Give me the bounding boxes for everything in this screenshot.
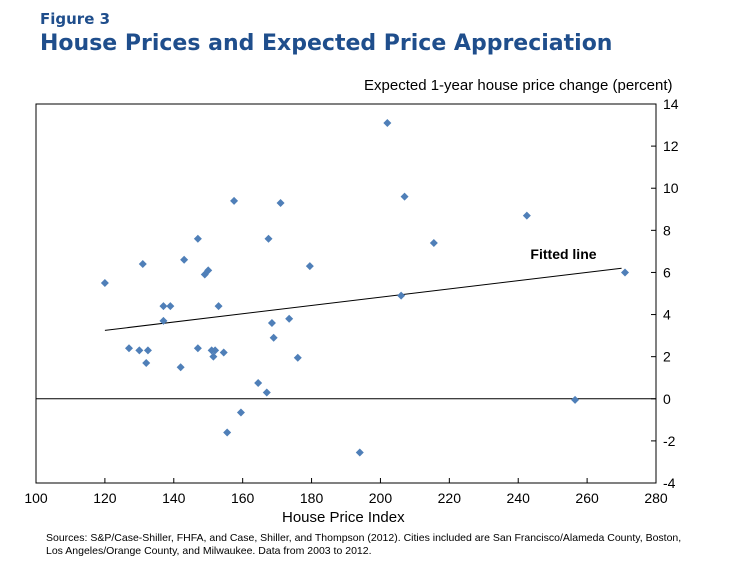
data-point <box>193 234 202 243</box>
y-tick-label: 12 <box>663 138 679 154</box>
data-point <box>193 344 202 353</box>
data-point <box>236 408 245 417</box>
y-tick-label: 6 <box>663 264 671 280</box>
data-point <box>214 302 223 311</box>
data-point <box>269 333 278 342</box>
data-point <box>305 262 314 271</box>
data-point <box>209 352 218 361</box>
x-tick-label: 240 <box>507 490 531 506</box>
y-tick-label: 8 <box>663 222 671 238</box>
data-point <box>204 266 213 275</box>
data-point <box>429 238 438 247</box>
data-point <box>621 268 629 277</box>
data-point <box>293 353 302 362</box>
y-tick-label: 2 <box>663 349 671 365</box>
fitted-line <box>104 267 622 331</box>
x-tick-label: 180 <box>300 490 324 506</box>
y-axis-label: Expected 1-year house price change (perc… <box>364 77 673 94</box>
data-point <box>267 318 276 327</box>
axis-ticks <box>35 103 657 484</box>
x-tick-label: 160 <box>231 490 255 506</box>
data-point <box>125 344 133 353</box>
data-point <box>142 358 151 367</box>
y-tick-label: -4 <box>663 475 676 491</box>
plot-frame <box>35 103 657 484</box>
fitted-line-label: Fitted line <box>530 246 596 262</box>
y-tick-label: 0 <box>663 391 671 407</box>
data-point <box>264 234 273 243</box>
data-point <box>254 378 263 387</box>
data-point <box>219 348 228 357</box>
x-tick-label: 140 <box>162 490 186 506</box>
data-points <box>100 118 629 457</box>
chart-title: House Prices and Expected Price Apprecia… <box>40 31 613 56</box>
figure-label: Figure 3 <box>40 10 111 28</box>
data-point <box>138 260 147 269</box>
data-point <box>166 302 175 311</box>
x-tick-label: 260 <box>575 490 599 506</box>
data-point <box>176 363 185 372</box>
data-point <box>383 118 392 127</box>
data-point <box>223 428 232 437</box>
data-point <box>285 314 294 323</box>
data-point <box>397 291 406 300</box>
data-point <box>180 255 189 264</box>
x-axis-label: House Price Index <box>282 509 405 526</box>
x-tick-label: 220 <box>438 490 462 506</box>
data-point <box>400 192 409 201</box>
x-tick-label: 100 <box>24 490 48 506</box>
data-point <box>159 316 168 325</box>
data-point <box>143 346 152 355</box>
y-tick-label: 10 <box>663 180 679 196</box>
y-tick-label: 4 <box>663 307 671 323</box>
y-tick-label: 14 <box>663 96 679 112</box>
x-tick-label: 120 <box>93 490 117 506</box>
tick-labels: 100 120 140 160 180 200 220 240 260 280-4 -2 0 2 4 6 8 1… <box>24 96 678 506</box>
data-point <box>211 346 220 355</box>
data-point <box>276 198 285 207</box>
y-tick-label: -2 <box>663 433 676 449</box>
data-point <box>159 302 168 311</box>
data-point <box>355 448 364 457</box>
data-point <box>571 395 580 404</box>
data-point <box>262 388 271 397</box>
sources-note: Sources: S&P/Case-Shiller, FHFA, and Cas… <box>46 532 682 557</box>
x-tick-label: 280 <box>644 490 668 506</box>
data-point <box>135 346 144 355</box>
data-point <box>522 211 531 220</box>
x-tick-label: 200 <box>369 490 393 506</box>
data-point <box>230 196 239 205</box>
fitted-line-group: Fitted line <box>104 246 622 331</box>
data-point <box>100 278 109 287</box>
